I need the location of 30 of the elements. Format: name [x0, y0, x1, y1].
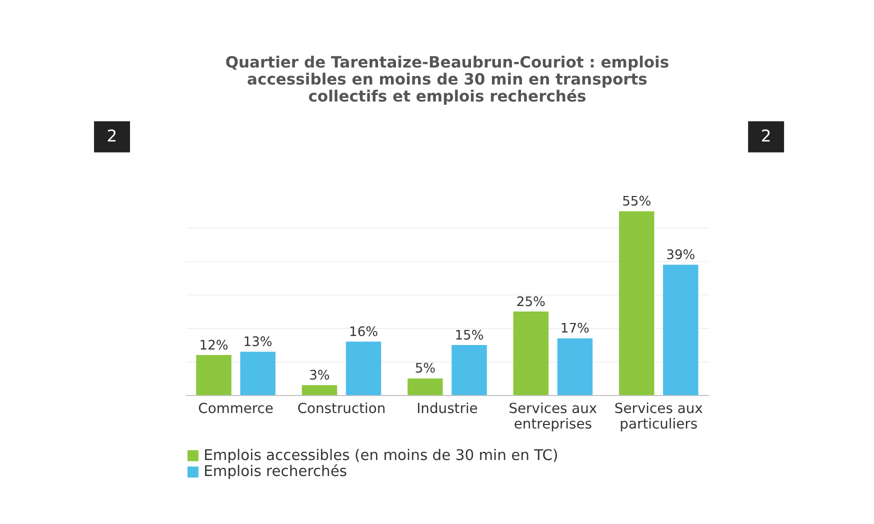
chart-title: Quartier de Tarentaize-Beaubrun-Couriot : emplois accessibles en moins de 30 min en transports collectifs et emplois recherchés — [225, 53, 670, 106]
bar — [302, 385, 338, 396]
legend-label: Emplois recherchés — [204, 463, 348, 480]
x-tick-label: Services aux entreprises — [508, 400, 598, 432]
x-tick-label: Construction — [297, 400, 386, 417]
bar — [240, 352, 276, 396]
data-label: 55% — [622, 194, 652, 210]
text: 2 — [106, 126, 118, 146]
data-label: 3% — [309, 368, 330, 384]
data-label: 16% — [348, 324, 378, 340]
text: 2 — [760, 126, 772, 146]
legend-label: Emplois accessibles (en moins de 30 min en TC) — [204, 446, 558, 464]
data-label: 13% — [243, 334, 272, 350]
bar — [557, 338, 593, 396]
x-tick-label: Services aux particuliers — [614, 400, 703, 432]
x-tick-label: Industrie — [416, 400, 478, 417]
data-label: 5% — [414, 362, 436, 377]
bar — [346, 342, 382, 396]
data-label: 25% — [516, 294, 546, 310]
data-label: 39% — [666, 248, 696, 264]
x-tick-label: Commerce — [198, 400, 274, 417]
data-label: 15% — [454, 328, 484, 344]
data-label: 17% — [560, 322, 590, 337]
data-label: 12% — [199, 338, 228, 354]
bar — [663, 264, 698, 396]
bar — [452, 345, 487, 396]
bar — [513, 312, 549, 396]
bar — [408, 378, 443, 396]
bar — [196, 355, 232, 396]
bar — [618, 211, 654, 396]
